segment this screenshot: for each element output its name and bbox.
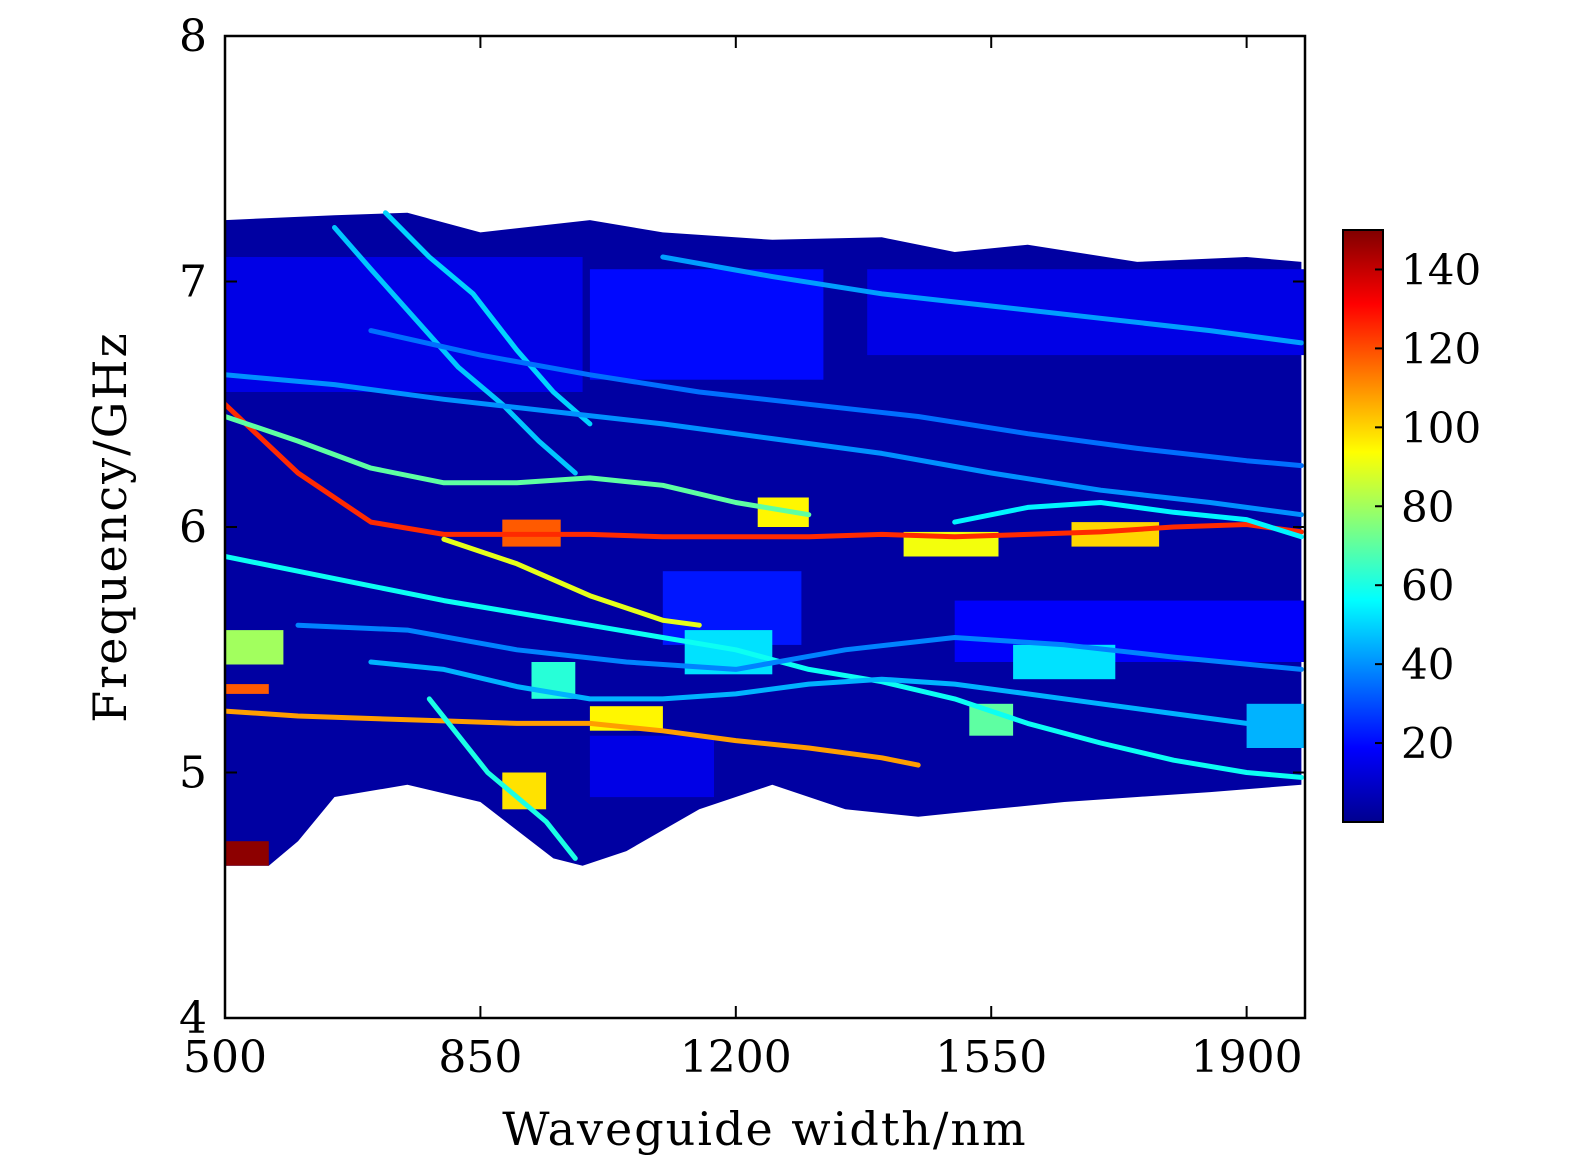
intensity-patches	[225, 257, 1305, 866]
y-tick-label: 5	[179, 748, 207, 799]
dispersion-curve	[225, 372, 1304, 518]
heatmap-cell	[589, 269, 824, 380]
dispersion-curve	[225, 414, 812, 518]
x-axis: 500 850 1200 1550 1900	[183, 36, 1303, 1083]
heatmap-cell	[589, 735, 714, 798]
colorbar-tick-label: 80	[1401, 482, 1454, 531]
colorbar-ticks: 20 40 60 80 100 120 140	[1375, 245, 1481, 768]
heatmap-cell	[225, 841, 269, 866]
x-tick-label: 1550	[935, 1032, 1047, 1083]
y-tick-label: 6	[179, 502, 207, 553]
dispersion-curve	[295, 622, 1304, 672]
colorbar-tick-label: 100	[1401, 403, 1481, 452]
heatmap-cell	[867, 269, 1305, 356]
dispersion-curve	[426, 696, 578, 861]
x-tick-label: 1200	[680, 1032, 792, 1083]
dispersion-curve	[225, 708, 921, 768]
dispersion-curve	[225, 401, 1304, 540]
y-tick-label: 4	[179, 993, 207, 1044]
colorbar: 20 40 60 80 100 120 140	[1342, 229, 1481, 823]
dispersion-curve	[332, 225, 578, 476]
dispersion-curve	[952, 500, 1304, 540]
colorbar-gradient	[1342, 229, 1384, 823]
x-tick-label: 500	[183, 1032, 267, 1083]
y-axis: 4 5 6 7 8	[179, 11, 1305, 1044]
dispersion-curve	[660, 254, 1304, 346]
colorbar-tick-label: 40	[1401, 640, 1454, 689]
y-axis-label: Frequency/GHz	[83, 331, 137, 722]
y-tick-label: 8	[179, 11, 207, 62]
colorbar-tick-label: 20	[1401, 719, 1454, 768]
dispersion-curve	[441, 536, 702, 628]
colorbar-tick-label: 120	[1401, 324, 1481, 373]
x-tick-label: 850	[438, 1032, 522, 1083]
dispersion-curves	[225, 210, 1304, 861]
dispersion-curve	[368, 328, 1304, 469]
dispersion-curve	[368, 659, 1304, 731]
dispersion-curve	[225, 554, 1304, 780]
dispersion-curve	[383, 210, 593, 427]
colorbar-tick-label: 140	[1401, 245, 1481, 294]
heatmap-cell	[225, 630, 284, 665]
plot-area	[225, 210, 1305, 866]
heatmap-cell	[225, 257, 583, 392]
y-tick-label: 7	[179, 257, 207, 308]
heatmap-cell	[225, 684, 269, 694]
x-axis-label: Waveguide width/nm	[502, 1102, 1027, 1156]
colorbar-tick-label: 60	[1401, 561, 1454, 610]
x-tick-label: 1900	[1191, 1032, 1303, 1083]
